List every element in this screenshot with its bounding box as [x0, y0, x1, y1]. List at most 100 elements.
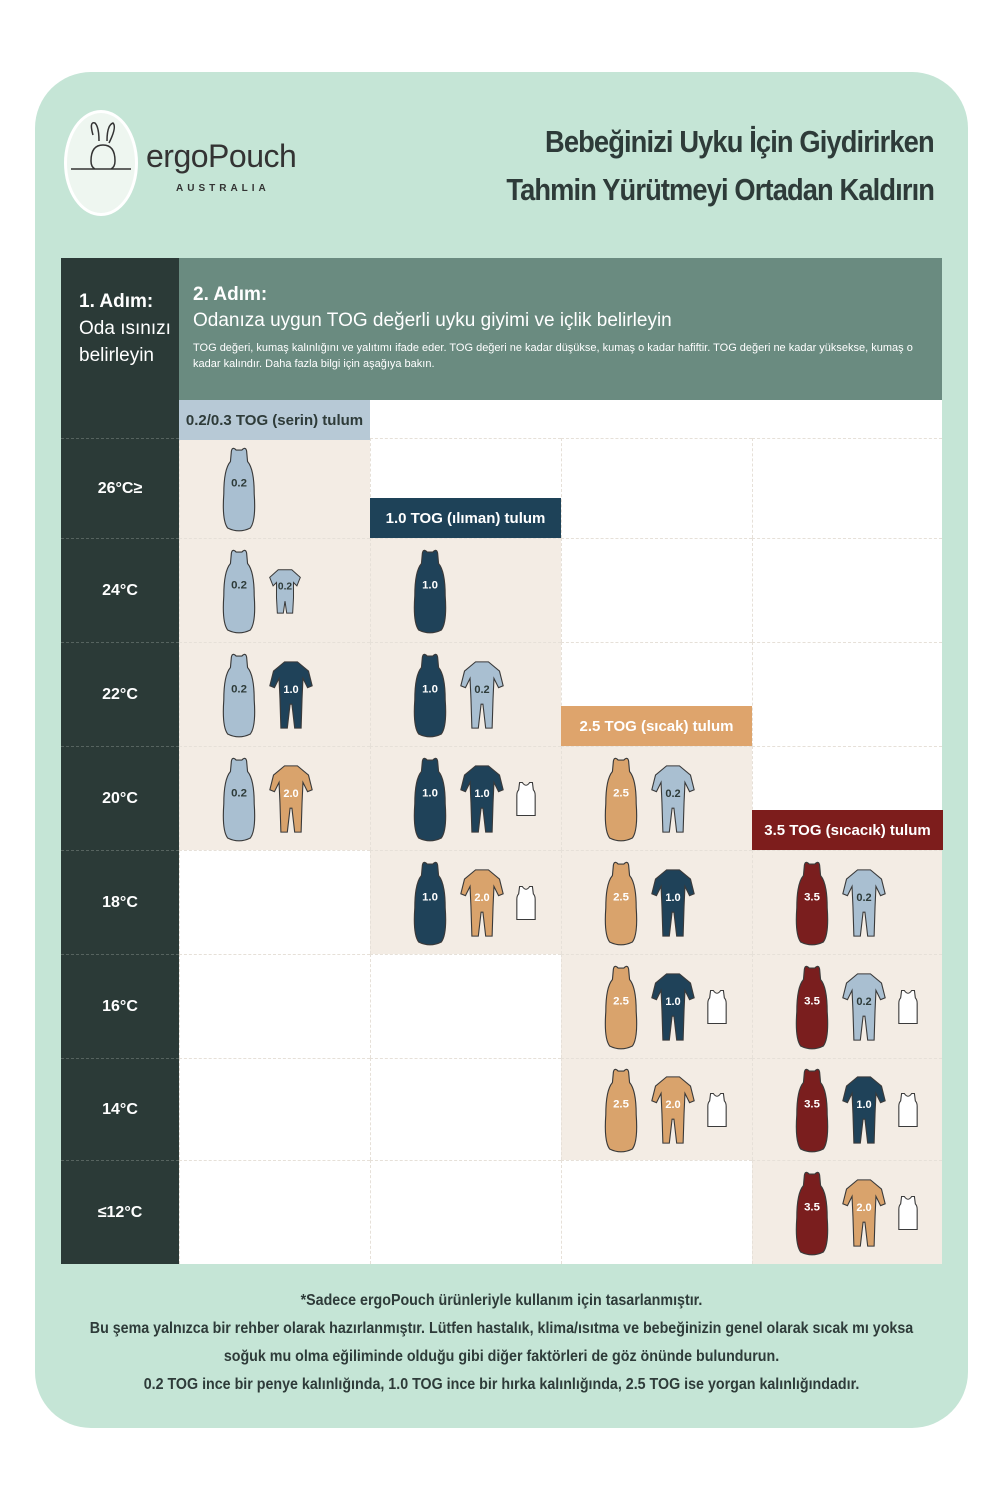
- table-cell: 0.2: [179, 438, 370, 538]
- onesie-icon: 1.0: [651, 868, 695, 937]
- sleeping-bag-icon: 0.2: [222, 549, 256, 633]
- vest-icon: [898, 1195, 918, 1230]
- table-cell: 3.5 0.2: [752, 954, 942, 1058]
- step2-subtitle: Odanıza uygun TOG değerli uyku giyimi ve…: [193, 310, 672, 331]
- vest-icon: [707, 1092, 727, 1127]
- onesie-icon: 0.2: [842, 972, 886, 1041]
- onesie-icon: 2.0: [460, 868, 504, 937]
- onesie-icon: 2.0: [651, 1075, 695, 1144]
- tog-value: 0.2: [231, 787, 247, 799]
- table-cell: 3.5 0.2: [752, 850, 942, 954]
- temperature-label: 20°C: [61, 746, 179, 850]
- onesie-icon: 2.0: [842, 1178, 886, 1247]
- table-cell: [179, 850, 370, 954]
- tog-value: 1.0: [422, 891, 438, 903]
- temperature-label: 24°C: [61, 538, 179, 642]
- table-cell: [370, 1058, 561, 1160]
- tog-value: 1.0: [422, 683, 438, 695]
- onesie-icon: 1.0: [842, 1075, 886, 1144]
- brand-name: ergoPouch: [146, 138, 297, 174]
- table-cell: 2.5 0.2: [561, 746, 752, 850]
- sleeping-bag-icon: 3.5: [795, 1068, 829, 1152]
- table-cell: [752, 538, 942, 642]
- tog-value: 0.2: [856, 891, 871, 903]
- onesie-icon: 1.0: [651, 972, 695, 1041]
- sleeping-bag-icon: 0.2: [222, 653, 256, 737]
- page-title-line2: Tahmin Yürütmeyi Ortadan Kaldırın: [506, 172, 935, 207]
- tog-value: 2.5: [613, 787, 629, 799]
- tog-value: 2.5: [613, 891, 629, 903]
- tog-value: 1.0: [665, 891, 680, 903]
- vest-icon: [516, 781, 536, 816]
- brand-subtitle: AUSTRALIA: [176, 183, 270, 194]
- sleeping-bag-icon: 2.5: [604, 757, 638, 841]
- table-cell: 1.0 2.0: [370, 850, 561, 954]
- onesie-icon: 0.2: [651, 764, 695, 833]
- step1-label: 1. Adım:: [79, 291, 154, 312]
- footer-line-3: soğuk mu olma eğiliminde olduğu gibi diğ…: [223, 1348, 780, 1365]
- step2-note: TOG değeri, kumaş kalınlığını ve yalıtım…: [193, 342, 913, 370]
- tog-column-header: 2.5 TOG (sıcak) tulum: [561, 706, 752, 746]
- tog-column-header: 3.5 TOG (sıcacık) tulum: [752, 810, 943, 850]
- table-cell: 0.2 1.0: [179, 642, 370, 746]
- table-cell: 3.5 2.0: [752, 1160, 942, 1264]
- tog-column-header: 1.0 TOG (ılıman) tulum: [370, 498, 561, 538]
- bunny-logo-icon: [64, 110, 138, 216]
- sleeping-bag-icon: 1.0: [413, 549, 447, 633]
- table-cell: [370, 954, 561, 1058]
- step2-header: 2. Adım: Odanıza uygun TOG değerli uyku …: [179, 258, 942, 400]
- tog-value: 1.0: [856, 1098, 871, 1110]
- tog-value: 1.0: [474, 787, 489, 799]
- tog-value: 2.0: [665, 1098, 680, 1110]
- tog-value: 2.0: [283, 787, 298, 799]
- sleeping-bag-icon: 0.2: [222, 447, 256, 531]
- table-cell: 0.2 2.0: [179, 746, 370, 850]
- table-cell: [561, 438, 752, 538]
- tog-value: 3.5: [804, 1098, 820, 1110]
- temperature-label: 16°C: [61, 954, 179, 1058]
- sleeping-bag-icon: 3.5: [795, 965, 829, 1049]
- temperature-label: 26°C≥: [61, 438, 179, 538]
- table-cell: 2.5 1.0: [561, 850, 752, 954]
- tog-value: 1.0: [422, 787, 438, 799]
- table-cell: [179, 1160, 370, 1264]
- tog-value: 3.5: [804, 1201, 820, 1213]
- table-cell: 2.5 2.0: [561, 1058, 752, 1160]
- temperature-label: ≤12°C: [61, 1160, 179, 1264]
- table-cell: 3.5 1.0: [752, 1058, 942, 1160]
- sleeping-bag-icon: 0.2: [222, 757, 256, 841]
- onesie-icon: 1.0: [460, 764, 504, 833]
- table-cell: [370, 1160, 561, 1264]
- temperature-label: 22°C: [61, 642, 179, 746]
- table-cell: [752, 438, 942, 538]
- tog-value: 0.2: [231, 579, 247, 591]
- tog-value: 1.0: [665, 995, 680, 1007]
- tog-value: 1.0: [422, 579, 438, 591]
- table-cell: 0.2 0.2: [179, 538, 370, 642]
- sleeping-bag-icon: 3.5: [795, 861, 829, 945]
- tog-value: 0.2: [231, 683, 247, 695]
- onesie-icon: 0.2: [269, 568, 301, 614]
- tog-value: 0.2: [231, 477, 247, 489]
- step1-text: Oda ısınızı belirleyin: [79, 318, 171, 366]
- sleeping-bag-icon: 2.5: [604, 965, 638, 1049]
- table-cell: 1.0 0.2: [370, 642, 561, 746]
- vest-icon: [898, 989, 918, 1024]
- onesie-icon: 2.0: [269, 764, 313, 833]
- tog-value: 0.2: [278, 581, 292, 592]
- tog-value: 1.0: [283, 683, 298, 695]
- tog-value: 2.5: [613, 995, 629, 1007]
- sleeping-bag-icon: 2.5: [604, 1068, 638, 1152]
- tog-guide-table: 1. Adım: Oda ısınızı belirleyin 2. Adım: …: [61, 258, 943, 1264]
- vest-icon: [898, 1092, 918, 1127]
- table-cell: [179, 1058, 370, 1160]
- onesie-icon: 0.2: [842, 868, 886, 937]
- tog-value: 0.2: [856, 995, 871, 1007]
- table-cell: 1.0 1.0: [370, 746, 561, 850]
- table-cell: [752, 642, 942, 746]
- temperature-column: [61, 258, 179, 1264]
- sleeping-bag-icon: 2.5: [604, 861, 638, 945]
- page-title-line1: Bebeğinizi Uyku İçin Giydirirken: [545, 124, 935, 159]
- onesie-icon: 0.2: [460, 660, 504, 729]
- table-cell: [561, 642, 752, 746]
